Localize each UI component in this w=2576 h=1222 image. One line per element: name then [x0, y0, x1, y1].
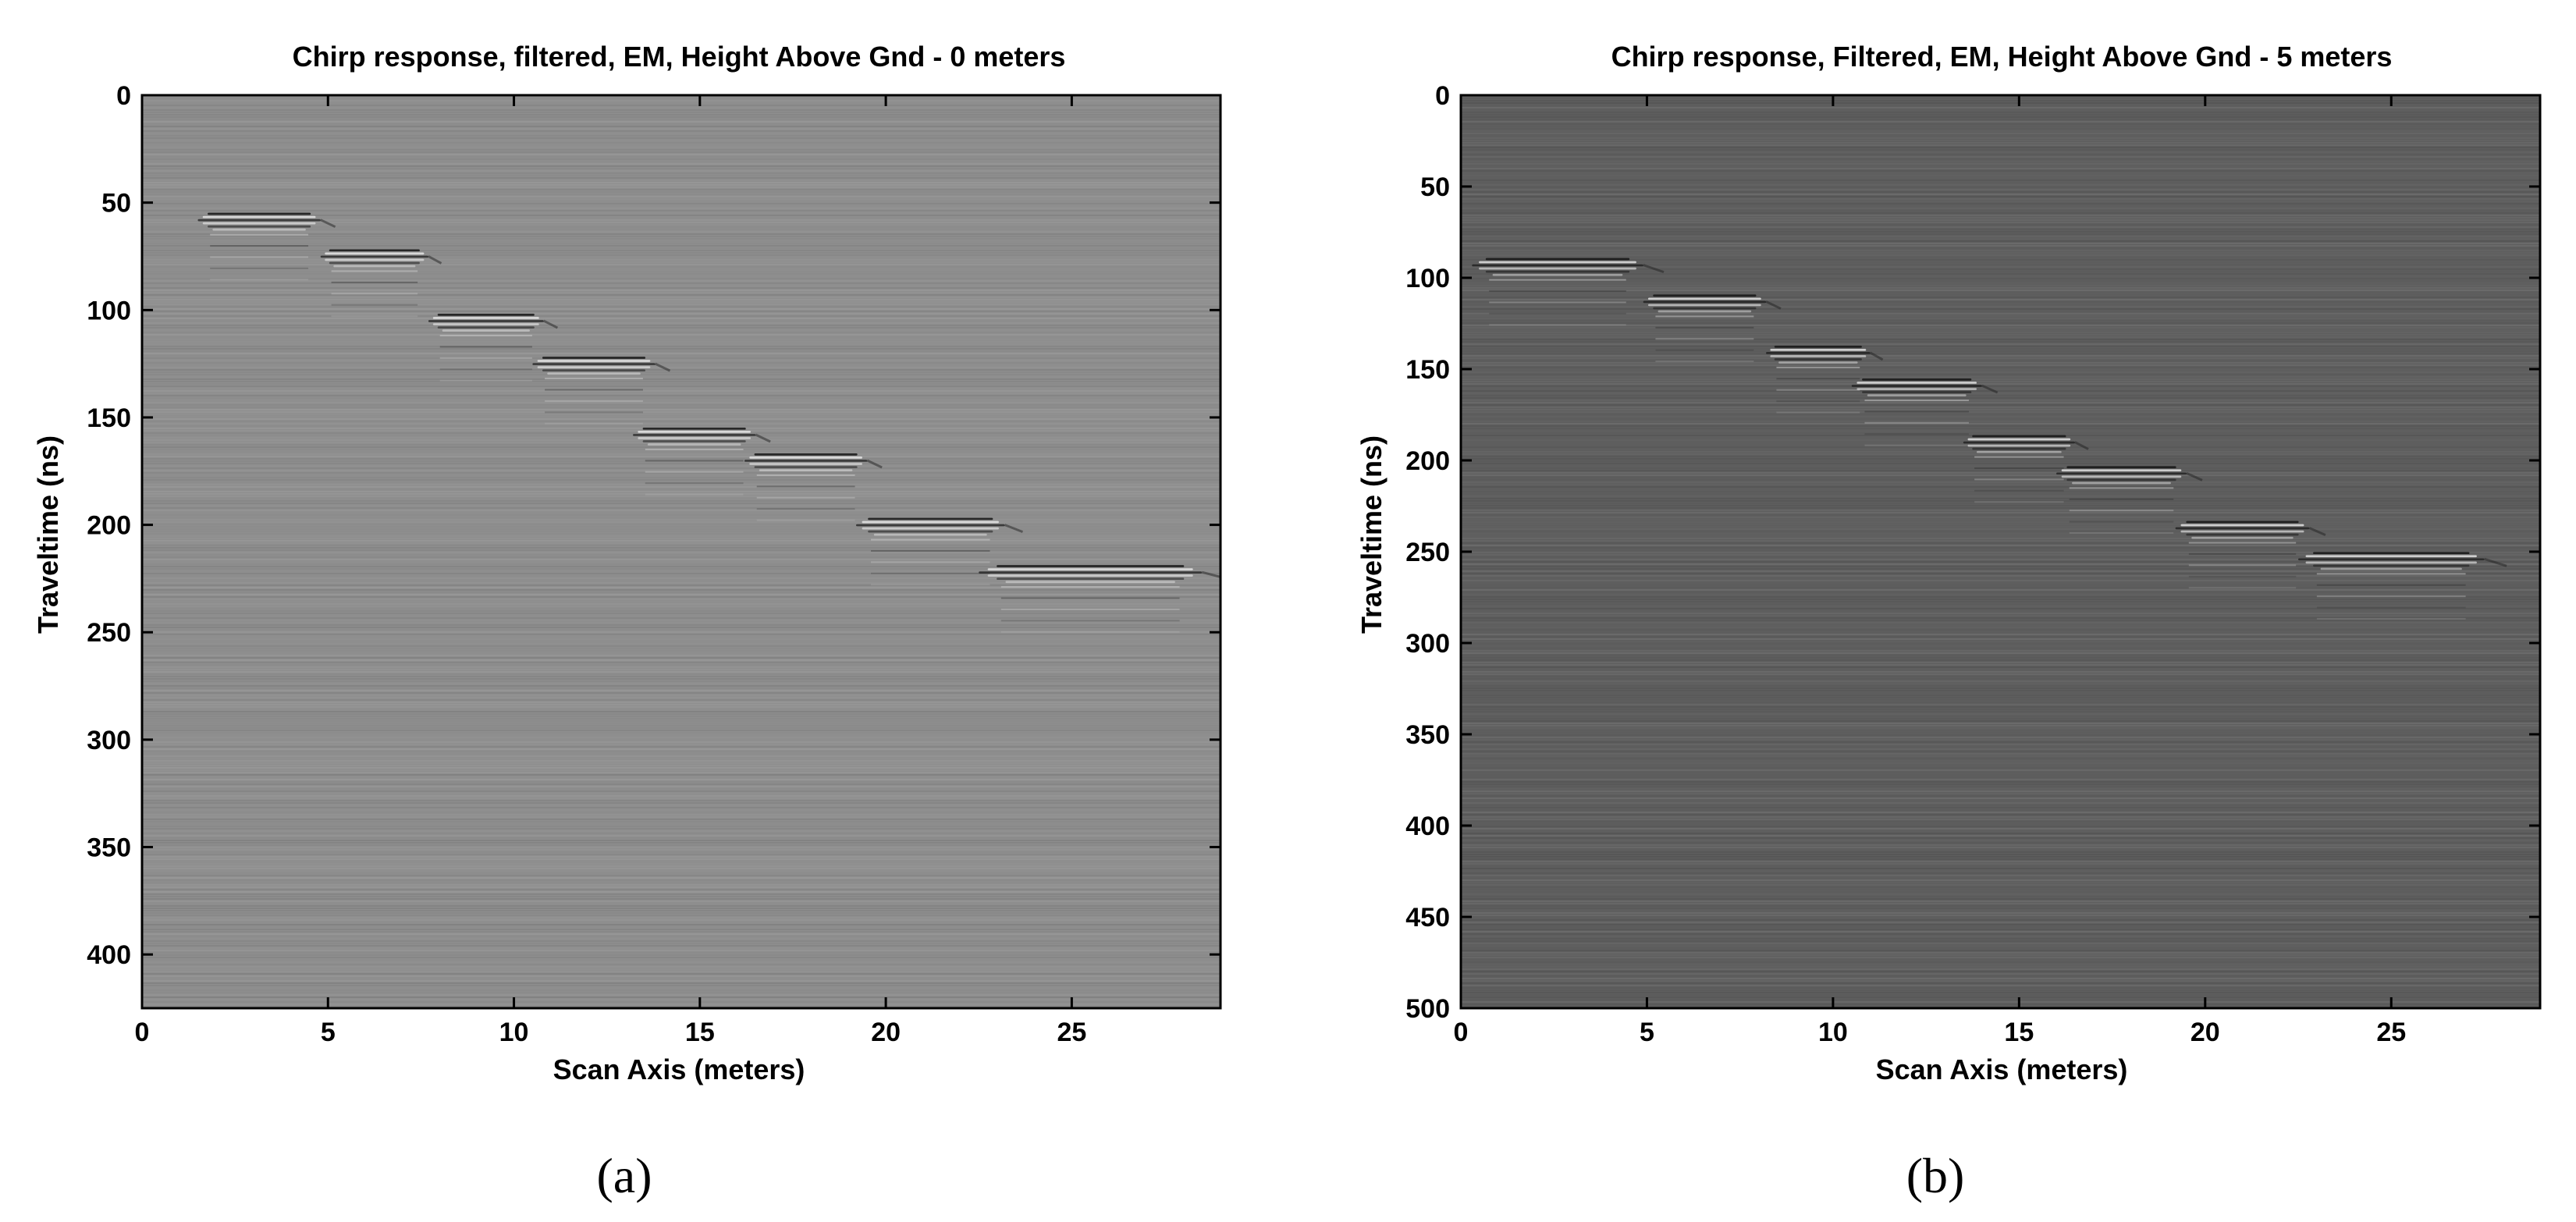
- panel-a-title: Chirp response, filtered, EM, Height Abo…: [292, 41, 1066, 73]
- panel-a-ytick-label-1: 50: [101, 189, 131, 218]
- panel-a-reflection-0: [197, 212, 336, 281]
- panel-b-label: (b): [1906, 1148, 1965, 1203]
- panel-b-reflection-7: [2298, 552, 2507, 620]
- panel-a-ytick-label-3: 150: [87, 403, 131, 433]
- panel-a-reflection-1: [320, 249, 442, 318]
- panel-a-reflection-7: [979, 565, 1220, 633]
- panel-a-ytick-label-0: 0: [116, 81, 131, 111]
- panel-b-xtick-label-3: 15: [2004, 1018, 2034, 1047]
- panel-a-xtick-label-5: 25: [1057, 1018, 1086, 1047]
- panel-a-ytick-label-8: 400: [87, 940, 131, 970]
- panel-b-ytick-label-9: 450: [1405, 903, 1450, 932]
- panel-b-xlabel: Scan Axis (meters): [1875, 1053, 2128, 1085]
- panel-b-reflection-5: [2056, 466, 2203, 535]
- panel-b-reflection-3: [1851, 378, 1999, 446]
- panel-b-ytick-label-1: 50: [1420, 172, 1450, 202]
- panel-a-xtick-label-2: 10: [499, 1018, 529, 1047]
- panel-b-reflection-6: [2175, 520, 2326, 589]
- panel-b-title: Chirp response, Filtered, EM, Height Abo…: [1611, 41, 2393, 73]
- panel-a-ytick-label-2: 100: [87, 296, 131, 325]
- panel-a-reflection-6: [855, 517, 1024, 586]
- panel-b-ytick-label-2: 100: [1405, 264, 1450, 293]
- panel-b-xtick-label-0: 0: [1454, 1018, 1469, 1047]
- panel-a-xtick-label-1: 5: [321, 1018, 336, 1047]
- panel-a-background: [142, 95, 1220, 1008]
- panel-a-reflection-2: [428, 314, 559, 382]
- panel-a-reflection-5: [744, 453, 883, 521]
- panel-b-xtick-label-4: 20: [2190, 1018, 2220, 1047]
- panel-b-reflection-2: [1766, 345, 1884, 414]
- panel-a-reflection-3: [532, 357, 671, 425]
- panel-a-xtick-label-3: 15: [685, 1018, 715, 1047]
- panel-b-texture: [1461, 100, 2540, 1003]
- panel-a-xlabel: Scan Axis (meters): [553, 1053, 805, 1085]
- panel-b-ytick-label-3: 150: [1405, 355, 1450, 385]
- panel-a-reflection-4: [633, 427, 771, 496]
- panel-b-reflection-0: [1472, 258, 1665, 326]
- panel-a-label: (a): [596, 1148, 652, 1203]
- panel-b-reflection-4: [1963, 435, 2089, 503]
- panel-b-ytick-label-5: 250: [1405, 538, 1450, 567]
- panel-b-ytick-label-10: 500: [1405, 994, 1450, 1024]
- panel-b-ytick-label-8: 400: [1405, 812, 1450, 841]
- panel-b-background: [1461, 95, 2540, 1008]
- panel-a-ytick-label-6: 300: [87, 726, 131, 755]
- panel-a-texture: [142, 105, 1220, 1007]
- panel-a-frame: [140, 94, 1222, 1010]
- panel-a-ytick-label-7: 350: [87, 833, 131, 863]
- panel-b-ytick-label-4: 200: [1405, 446, 1450, 476]
- panel-a-ytick-label-5: 250: [87, 618, 131, 648]
- panel-b-ytick-label-7: 350: [1405, 720, 1450, 750]
- panel-b-reflection-1: [1643, 294, 1782, 363]
- panel-b-ytick-label-0: 0: [1435, 81, 1450, 111]
- panel-b-ytick-label-6: 300: [1405, 629, 1450, 659]
- panel-b-xtick-label-2: 10: [1818, 1018, 1848, 1047]
- panel-b-xtick-label-1: 5: [1640, 1018, 1654, 1047]
- panel-a-xtick-label-4: 20: [871, 1018, 901, 1047]
- panel-a-xtick-label-0: 0: [135, 1018, 150, 1047]
- panel-b-xtick-label-5: 25: [2376, 1018, 2406, 1047]
- panel-a-ytick-label-4: 200: [87, 511, 131, 541]
